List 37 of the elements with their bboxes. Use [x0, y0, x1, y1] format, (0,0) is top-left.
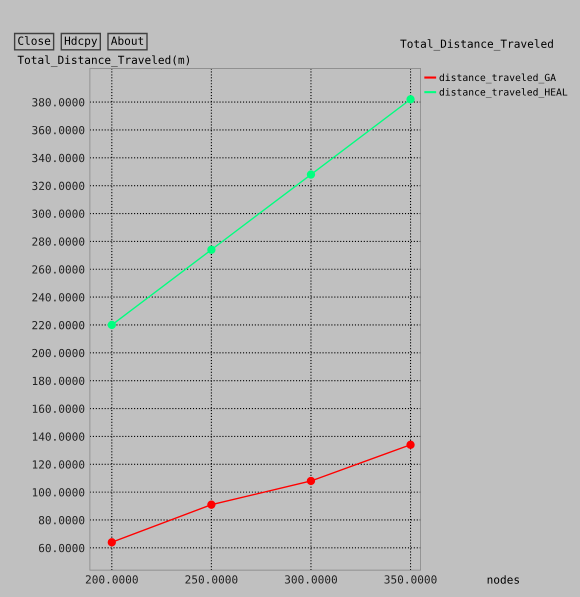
text: Hdcpy: [64, 36, 98, 48]
point: [207, 246, 216, 254]
y-tick-label: 320.0000: [32, 182, 84, 190]
y-tick-label: 380.0000: [32, 98, 84, 106]
point: [406, 95, 415, 104]
y-tick-label: 200.0000: [32, 348, 84, 358]
text: Total_Distance_Traveled: [400, 39, 553, 50]
point: [108, 538, 116, 546]
y-axis-title: Total_Distance_Traveled(m): [18, 55, 190, 66]
point: [108, 320, 116, 330]
y-tick-label: 120.0000: [32, 460, 84, 469]
legend-label: distance_traveled_HEAL: [440, 88, 568, 98]
y-tick-label: 220.0000: [32, 320, 84, 330]
y-tick-label: 160.0000: [32, 404, 84, 413]
y-tick-label: 240.0000: [32, 293, 84, 302]
x-tick-label: 300.0000: [284, 575, 337, 584]
y-tick-label: 140.0000: [32, 432, 84, 441]
x-tick-label: 200.0000: [86, 575, 138, 584]
y-tick-label: 100.0000: [32, 488, 84, 497]
y-tick-label: 340.0000: [32, 154, 84, 162]
text: Close: [18, 36, 50, 45]
y-tick-label: 260.0000: [32, 265, 84, 274]
point: [306, 476, 316, 486]
y-tick-label: 360.0000: [32, 126, 84, 134]
point: [306, 170, 316, 179]
point: [207, 500, 216, 509]
legend-label: distance_traveled_GA: [440, 74, 556, 84]
x-tick-label: 250.0000: [185, 575, 238, 584]
y-tick-label: 180.0000: [32, 376, 84, 386]
x-axis-title: nodes: [488, 575, 519, 584]
x-tick-label: 350.0000: [384, 575, 437, 584]
y-tick-label: 80.0000: [38, 516, 84, 524]
y-tick-label: 280.0000: [32, 237, 84, 246]
text: About: [110, 36, 144, 45]
y-tick-label: 60.0000: [38, 544, 84, 552]
y-tick-label: 300.0000: [32, 210, 84, 218]
point: [406, 440, 415, 449]
